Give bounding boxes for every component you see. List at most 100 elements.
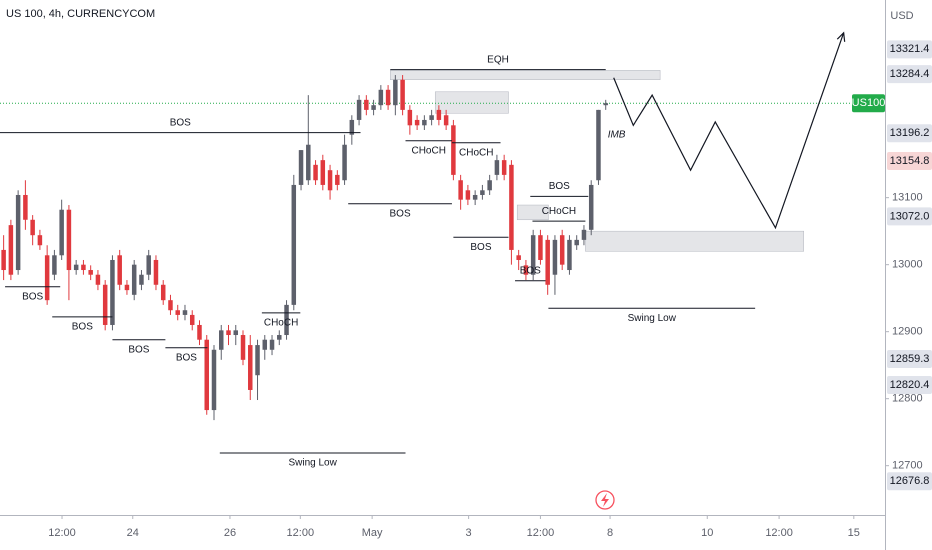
level-label: BOS <box>170 117 191 128</box>
x-tick-label: 10 <box>701 527 713 539</box>
level-label: Swing Low <box>288 458 337 469</box>
candle-body <box>255 345 260 376</box>
candle-body <box>73 264 79 271</box>
price-tag-label: 13284.4 <box>890 68 930 80</box>
candle-body <box>603 103 608 106</box>
x-tick-label: May <box>362 527 383 539</box>
candle-body <box>248 345 253 390</box>
candle-body <box>588 184 594 230</box>
projection-arrowhead <box>836 31 846 42</box>
candle-body <box>139 274 144 285</box>
level-label: BOS <box>470 242 491 253</box>
price-tag-label: 12676.8 <box>890 475 930 487</box>
price-tag <box>887 40 932 59</box>
x-tick-label: 8 <box>607 527 613 539</box>
price-tag-label: US100 <box>852 97 886 109</box>
price-tag <box>887 207 932 226</box>
level-label: CHoCH <box>542 206 576 217</box>
note: IMB <box>608 129 626 140</box>
level-label: BOS <box>549 181 570 192</box>
zone <box>434 91 509 114</box>
candle-body <box>501 160 507 175</box>
candle-body <box>443 115 449 126</box>
x-tick-label: 12:00 <box>527 527 555 539</box>
level-label: CHoCH <box>411 145 445 156</box>
candle-body <box>23 194 28 220</box>
projection-path <box>613 32 845 230</box>
candle-body <box>349 119 355 135</box>
candle-body <box>422 119 427 126</box>
candle-body <box>364 99 369 110</box>
candle-body <box>146 255 151 275</box>
candle-body <box>516 255 521 260</box>
price-tag-label: 13321.4 <box>890 43 930 55</box>
candle-body <box>8 225 14 275</box>
price-tag <box>887 65 932 84</box>
candle-body <box>15 194 21 271</box>
candle-body <box>102 284 108 325</box>
candle-body <box>451 125 456 175</box>
candle-body <box>189 314 195 325</box>
candle-body <box>378 89 384 106</box>
x-tick-label: 12:00 <box>48 527 76 539</box>
x-tick-label: 26 <box>224 527 236 539</box>
candle-body <box>494 160 500 175</box>
alert-icon[interactable] <box>595 490 615 510</box>
candle-body <box>233 330 239 336</box>
level-label: BOS <box>390 208 411 219</box>
level-label: BOS <box>176 352 197 363</box>
candle-body <box>131 264 137 295</box>
price-tag-label: 13154.8 <box>890 155 930 167</box>
candle-body <box>385 89 391 106</box>
candle-body <box>277 335 282 340</box>
y-tick-label: 12800 <box>892 393 923 405</box>
price-tag-label: 12820.4 <box>890 379 930 391</box>
candle-body <box>160 284 166 301</box>
candle-body <box>436 109 442 120</box>
x-tick-label: 24 <box>127 527 139 539</box>
candle-body <box>559 235 565 265</box>
candle-body <box>574 239 579 246</box>
candle-body <box>509 164 514 250</box>
candle-body <box>465 190 471 200</box>
candle-body <box>538 235 543 260</box>
x-tick-label: 3 <box>466 527 472 539</box>
alert-circle[interactable] <box>595 490 615 510</box>
candle-body <box>356 99 362 120</box>
alert-bolt[interactable] <box>601 493 609 507</box>
candle-body <box>182 310 188 315</box>
price-tag <box>887 124 932 143</box>
price-tag-label: 13072.0 <box>890 210 930 222</box>
candle-body <box>219 330 224 350</box>
candle-body <box>552 239 558 275</box>
price-tag <box>852 94 885 113</box>
y-axis-unit: USD <box>890 10 913 22</box>
level-label: BOS <box>22 291 43 302</box>
candle-body <box>153 259 159 285</box>
candle-body <box>168 300 173 311</box>
candle-body <box>175 310 180 315</box>
candle-body <box>197 324 202 340</box>
candle-body <box>240 335 246 360</box>
price-tag-label: 13196.2 <box>890 127 930 139</box>
y-tick-label: 13100 <box>892 192 923 204</box>
candle-body <box>596 109 601 181</box>
level-label: BOS <box>520 265 541 276</box>
candle-body <box>1 249 6 271</box>
candle-body <box>342 144 347 181</box>
zone <box>516 204 549 221</box>
candle-body <box>44 255 50 301</box>
candle-body <box>429 115 434 120</box>
candle-body <box>37 235 43 246</box>
candle-body <box>66 209 72 271</box>
candle-body <box>226 330 231 336</box>
candle-body <box>327 170 333 191</box>
plot: BOS BOS BOS BOS BOS CHoCH Swing Low BOS EQH CHoCH… <box>0 31 885 469</box>
candle-body <box>581 229 587 240</box>
candle-body <box>523 265 529 275</box>
candle-body <box>211 349 217 411</box>
candle-body <box>110 259 115 325</box>
level-label: EQH <box>487 54 509 65</box>
candle-body <box>320 160 326 185</box>
